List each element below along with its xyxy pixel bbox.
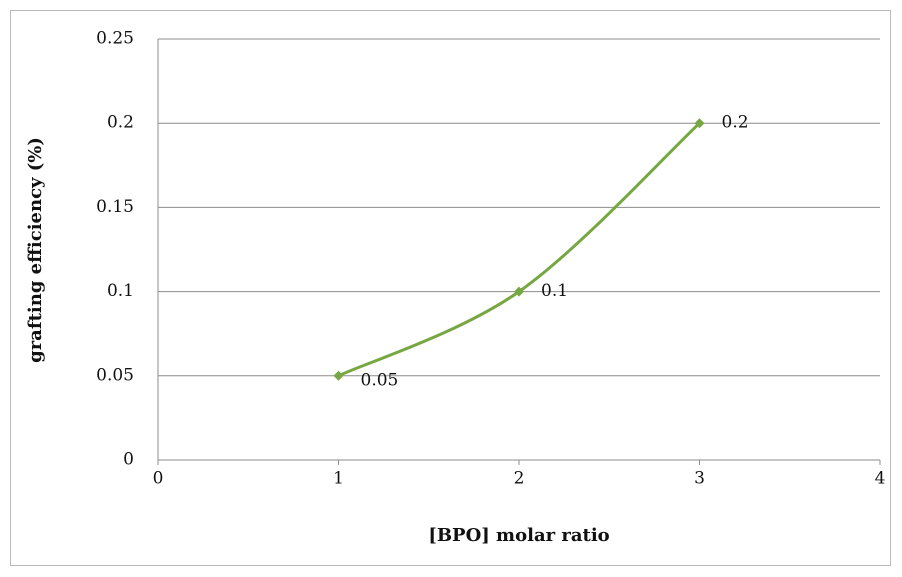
y-tick-label: 0 — [123, 450, 134, 470]
y-axis-title: grafting efficiency (%) — [25, 137, 46, 363]
data-label: 0.2 — [722, 113, 749, 133]
y-tick-label: 0.1 — [107, 281, 134, 301]
chart-border — [10, 10, 891, 566]
point-marker — [333, 370, 344, 381]
x-tick-label: 4 — [875, 469, 886, 489]
data-label: 0.1 — [541, 281, 568, 301]
point-marker — [694, 118, 705, 129]
data-label: 0.05 — [361, 370, 399, 390]
y-tick-label: 0.15 — [96, 197, 134, 217]
x-tick-label: 3 — [694, 469, 705, 489]
point-marker — [514, 286, 524, 297]
x-tick-label: 0 — [153, 469, 164, 489]
x-axis-title: [BPO] molar ratio — [428, 525, 609, 546]
x-tick-label: 1 — [333, 469, 344, 489]
x-tick-label: 2 — [514, 469, 525, 489]
y-tick-label: 0.25 — [96, 29, 134, 49]
y-tick-label: 0.05 — [96, 365, 134, 385]
y-tick-label: 0.2 — [107, 113, 134, 133]
